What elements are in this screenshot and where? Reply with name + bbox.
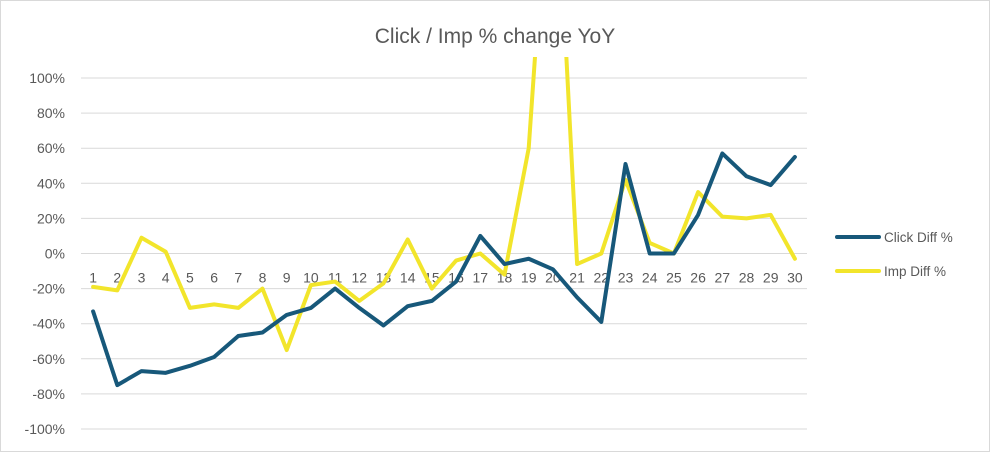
y-tick-label: -60% — [32, 351, 65, 367]
x-tick-label: 2 — [113, 270, 121, 286]
y-tick-label: -40% — [32, 316, 65, 332]
y-tick-label: 20% — [37, 210, 65, 226]
x-tick-label: 30 — [787, 270, 803, 286]
x-tick-label: 28 — [739, 270, 755, 286]
y-tick-label: 40% — [37, 175, 65, 191]
x-tick-label: 10 — [303, 270, 319, 286]
series-lines — [91, 57, 797, 388]
y-axis-labels: 100% 80% 60% 40% 20% 0% -20% -40% -60% -80% -100% — [25, 70, 65, 437]
series-line-click-diff — [91, 151, 797, 388]
x-tick-label: 14 — [400, 270, 416, 286]
chart-title: Click / Imp % change YoY — [375, 25, 615, 48]
legend: Click Diff % Imp Diff % — [835, 230, 953, 279]
x-tick-label: 6 — [210, 270, 218, 286]
y-tick-label: -100% — [25, 421, 65, 437]
x-tick-label: 8 — [259, 270, 267, 286]
x-tick-label: 23 — [618, 270, 634, 286]
x-tick-label: 1 — [89, 270, 97, 286]
x-tick-label: 29 — [763, 270, 779, 286]
x-tick-label: 7 — [234, 270, 242, 286]
x-tick-label: 19 — [521, 270, 537, 286]
x-axis-labels: 1 2 3 4 5 6 7 8 9 10 11 12 13 14 15 16 17 18 19 20 21 22 23 24 2… — [89, 270, 803, 286]
legend-label: Click Diff % — [884, 230, 953, 245]
x-tick-label: 12 — [352, 270, 368, 286]
x-tick-label: 9 — [283, 270, 291, 286]
y-tick-label: -80% — [32, 386, 65, 402]
x-tick-label: 25 — [666, 270, 682, 286]
x-tick-label: 4 — [162, 270, 170, 286]
x-tick-label: 27 — [715, 270, 731, 286]
x-tick-label: 22 — [594, 270, 610, 286]
y-tick-label: 80% — [37, 105, 65, 121]
x-tick-label: 21 — [569, 270, 585, 286]
y-tick-label: 100% — [29, 70, 65, 86]
x-tick-label: 26 — [690, 270, 706, 286]
x-tick-label: 17 — [473, 270, 489, 286]
gridlines — [81, 77, 807, 430]
x-tick-label: 5 — [186, 270, 194, 286]
y-tick-label: 0% — [45, 246, 65, 262]
x-tick-label: 3 — [138, 270, 146, 286]
series-line-imp-diff — [91, 57, 797, 353]
legend-label: Imp Diff % — [884, 264, 946, 279]
y-tick-label: 60% — [37, 140, 65, 156]
x-tick-label: 24 — [642, 270, 658, 286]
y-tick-label: -20% — [32, 281, 65, 297]
